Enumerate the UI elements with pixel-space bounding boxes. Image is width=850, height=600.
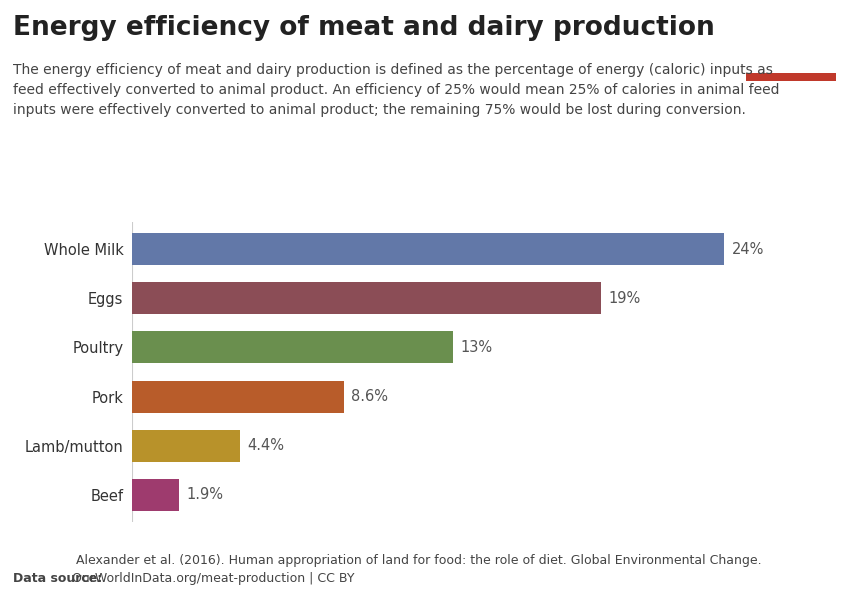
Text: Data source:: Data source: — [13, 572, 102, 585]
Bar — [132, 479, 178, 511]
Bar — [746, 73, 836, 81]
Bar — [132, 331, 452, 364]
Text: 24%: 24% — [732, 242, 764, 257]
Text: 4.4%: 4.4% — [247, 438, 285, 453]
Text: Alexander et al. (2016). Human appropriation of land for food: the role of diet.: Alexander et al. (2016). Human appropria… — [72, 554, 762, 585]
Bar — [132, 233, 724, 265]
Bar — [132, 430, 241, 462]
Bar — [132, 282, 601, 314]
Text: 8.6%: 8.6% — [351, 389, 388, 404]
Text: Energy efficiency of meat and dairy production: Energy efficiency of meat and dairy prod… — [13, 15, 715, 41]
Text: 1.9%: 1.9% — [186, 487, 223, 502]
Text: 13%: 13% — [460, 340, 492, 355]
Bar — [132, 380, 344, 413]
Text: The energy efficiency of meat and dairy production is defined as the percentage : The energy efficiency of meat and dairy … — [13, 63, 779, 117]
Text: Our World: Our World — [757, 28, 824, 41]
Text: 19%: 19% — [608, 291, 640, 306]
Text: in Data: in Data — [767, 52, 815, 65]
